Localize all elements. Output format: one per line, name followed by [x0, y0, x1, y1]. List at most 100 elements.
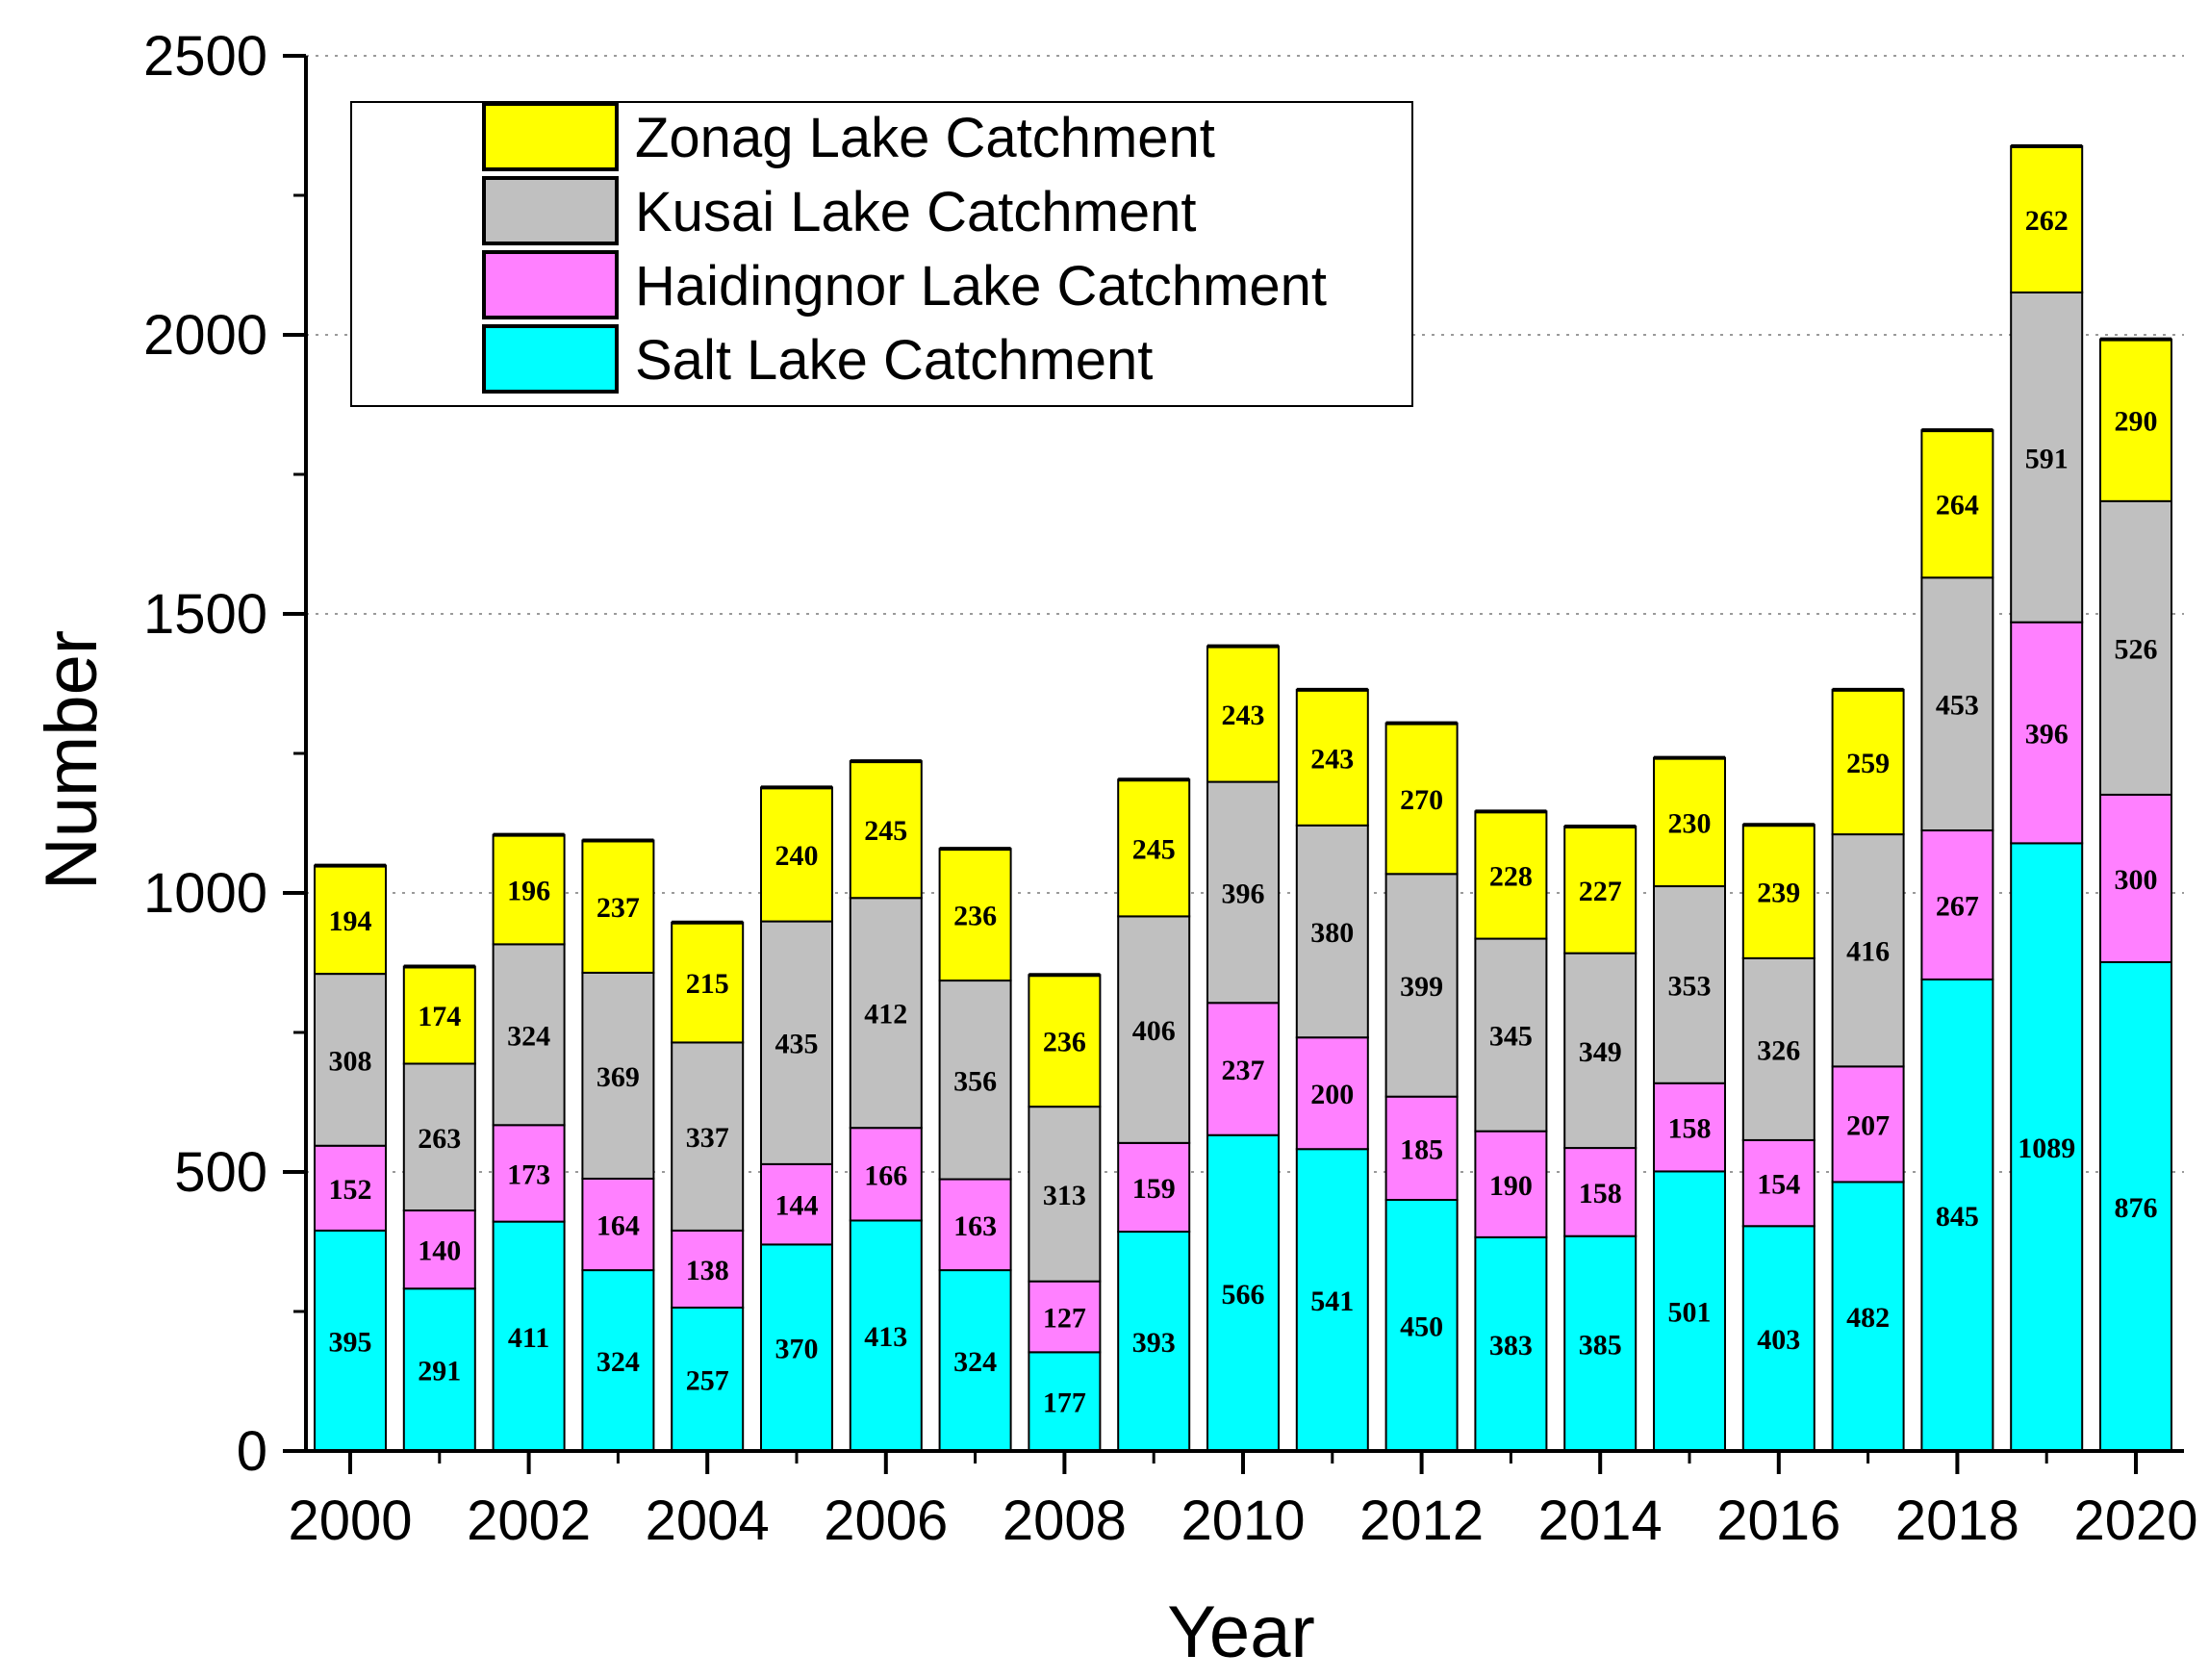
data-label: 174 [418, 1001, 461, 1032]
bar-segment [492, 833, 566, 946]
data-label: 230 [1668, 807, 1712, 839]
bar-segment [492, 943, 566, 1127]
data-label: 413 [864, 1321, 907, 1353]
legend-swatch [482, 102, 619, 171]
bar-segment [402, 1287, 476, 1452]
data-label: 450 [1400, 1311, 1443, 1343]
y-tick-label: 0 [237, 1420, 267, 1483]
data-label: 196 [507, 876, 550, 907]
bar-segment [1831, 688, 1905, 836]
x-tick-label: 2016 [1716, 1489, 1841, 1552]
bar-segment [1295, 1036, 1369, 1151]
data-label: 369 [597, 1061, 640, 1093]
bar-segment [2010, 621, 2084, 845]
data-label: 243 [1222, 700, 1265, 731]
data-label: 845 [1936, 1201, 1979, 1233]
x-tick-label: 2000 [288, 1489, 412, 1552]
bar-segment [1920, 978, 1994, 1453]
data-label: 356 [953, 1065, 997, 1097]
data-label: 291 [418, 1356, 461, 1387]
data-label: 215 [686, 968, 729, 1000]
data-label: 144 [775, 1190, 819, 1222]
data-label: 396 [2025, 719, 2069, 751]
bar-segment [1028, 1351, 1102, 1452]
data-label: 406 [1132, 1015, 1176, 1047]
data-label: 416 [1846, 936, 1890, 968]
x-tick-label: 2018 [1895, 1489, 2019, 1552]
bar-segment [1563, 952, 1638, 1150]
data-label: 236 [953, 901, 997, 932]
y-tick-label: 2500 [143, 25, 267, 88]
bar-segment [849, 1219, 923, 1452]
y-tick-label: 1000 [143, 862, 267, 925]
bar-segment [1384, 1199, 1459, 1452]
bars [314, 143, 2172, 1453]
data-label: 207 [1846, 1109, 1890, 1141]
data-label: 127 [1043, 1303, 1086, 1335]
bar-segment [1563, 1235, 1638, 1452]
bar-segment [1384, 1095, 1459, 1201]
data-label: 177 [1043, 1387, 1086, 1419]
bar-segment [760, 1162, 833, 1246]
bar-segment [1117, 778, 1191, 918]
bar-segment [2099, 499, 2172, 796]
data-label: 566 [1222, 1279, 1265, 1311]
data-label: 526 [2115, 633, 2158, 665]
x-tick-label: 2014 [1538, 1489, 1663, 1552]
x-tick-label: 2020 [2073, 1489, 2197, 1552]
data-label: 152 [329, 1174, 372, 1206]
data-label: 383 [1489, 1330, 1533, 1362]
bar-segment [1831, 1065, 1905, 1184]
data-label: 158 [1579, 1178, 1622, 1209]
y-tick-label: 2000 [143, 304, 267, 367]
data-labels: 395 152 308 194 291 140 263 174 411 173 324 196 324 1… [329, 205, 2158, 1419]
legend-swatch [482, 324, 619, 394]
data-label: 154 [1757, 1169, 1800, 1201]
bar-segment [671, 1041, 745, 1232]
bar-segment [1474, 937, 1548, 1133]
data-label: 264 [1936, 490, 1979, 522]
legend-swatch [482, 250, 619, 319]
data-label: 194 [329, 905, 372, 937]
bar-segment [581, 839, 655, 974]
bar-segment [1206, 645, 1280, 783]
x-tick-label: 2012 [1359, 1489, 1484, 1552]
data-label: 308 [329, 1045, 372, 1077]
bar-segment [2099, 793, 2172, 963]
bar-segment [760, 786, 833, 923]
data-label: 227 [1579, 876, 1622, 907]
data-label: 164 [597, 1210, 640, 1242]
data-label: 337 [686, 1122, 729, 1154]
data-label: 140 [418, 1235, 461, 1267]
bar-segment [1831, 833, 1905, 1068]
data-label: 243 [1310, 743, 1354, 775]
data-label: 353 [1668, 970, 1712, 1002]
y-tick-label: 1500 [143, 583, 267, 646]
bar-segment [402, 1209, 476, 1290]
bar-segment [1028, 1280, 1102, 1354]
bar-segment [760, 1243, 833, 1453]
data-label: 263 [418, 1123, 461, 1155]
legend: Zonag Lake Catchment Kusai Lake Catchment… [350, 101, 1413, 407]
data-label: 138 [686, 1255, 729, 1286]
x-tick-label: 2010 [1181, 1489, 1305, 1552]
bar-segment [1028, 974, 1102, 1108]
bar-segment [1741, 1138, 1815, 1228]
bar-segment [1117, 1141, 1191, 1234]
data-label: 237 [597, 892, 640, 924]
bar-segment [1028, 1106, 1102, 1283]
data-label: 259 [1846, 748, 1890, 779]
data-label: 300 [2115, 864, 2158, 896]
data-label: 541 [1310, 1285, 1354, 1317]
data-label: 1089 [2018, 1133, 2075, 1164]
data-label: 345 [1489, 1021, 1533, 1053]
bar-segment [581, 971, 655, 1180]
data-label: 159 [1132, 1173, 1176, 1205]
bar-segment [581, 1269, 655, 1452]
legend-label: Haidingnor Lake Catchment [635, 255, 1327, 318]
bar-segment [1741, 1225, 1815, 1453]
bar-segment [1474, 1130, 1548, 1238]
data-label: 324 [507, 1020, 550, 1052]
x-axis-title: Year [1167, 1591, 1315, 1673]
